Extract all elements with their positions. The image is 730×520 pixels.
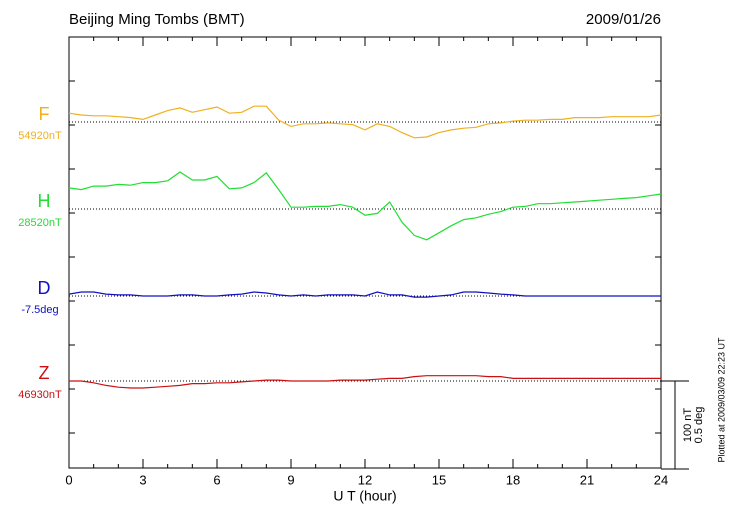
series-name: D bbox=[38, 278, 51, 298]
series-line bbox=[69, 375, 661, 389]
chart-title: Beijing Ming Tombs (BMT) bbox=[69, 11, 245, 28]
x-tick-label: 0 bbox=[65, 472, 72, 487]
plot-frame bbox=[68, 36, 662, 469]
series-name: F bbox=[39, 104, 50, 124]
baseline-label: 46930nT bbox=[18, 389, 62, 401]
baseline-label: -7.5deg bbox=[21, 304, 58, 316]
x-axis-label: U T (hour) bbox=[333, 488, 396, 504]
x-tick-label: 12 bbox=[358, 472, 372, 487]
series-line bbox=[68, 105, 662, 139]
scale-label: 100 nT bbox=[682, 408, 694, 443]
x-tick-label: 18 bbox=[506, 472, 520, 487]
series-name: H bbox=[38, 191, 51, 211]
series-line bbox=[68, 171, 662, 241]
baseline-label: 54920nT bbox=[18, 130, 62, 142]
series-name: Z bbox=[39, 363, 50, 383]
footnote: Plotted at 2009/03/09 22:23 UT bbox=[716, 337, 726, 463]
x-tick-label: 21 bbox=[580, 472, 594, 487]
scale-label: 0.5 deg bbox=[693, 407, 705, 444]
series-line bbox=[68, 291, 661, 298]
chart-date: 2009/01/26 bbox=[586, 11, 661, 28]
x-tick-label: 24 bbox=[654, 472, 668, 487]
x-tick-label: 3 bbox=[139, 472, 146, 487]
x-tick-label: 6 bbox=[213, 472, 220, 487]
x-tick-label: 9 bbox=[287, 472, 294, 487]
baseline-label: 28520nT bbox=[18, 217, 62, 229]
x-tick-label: 15 bbox=[432, 472, 446, 487]
